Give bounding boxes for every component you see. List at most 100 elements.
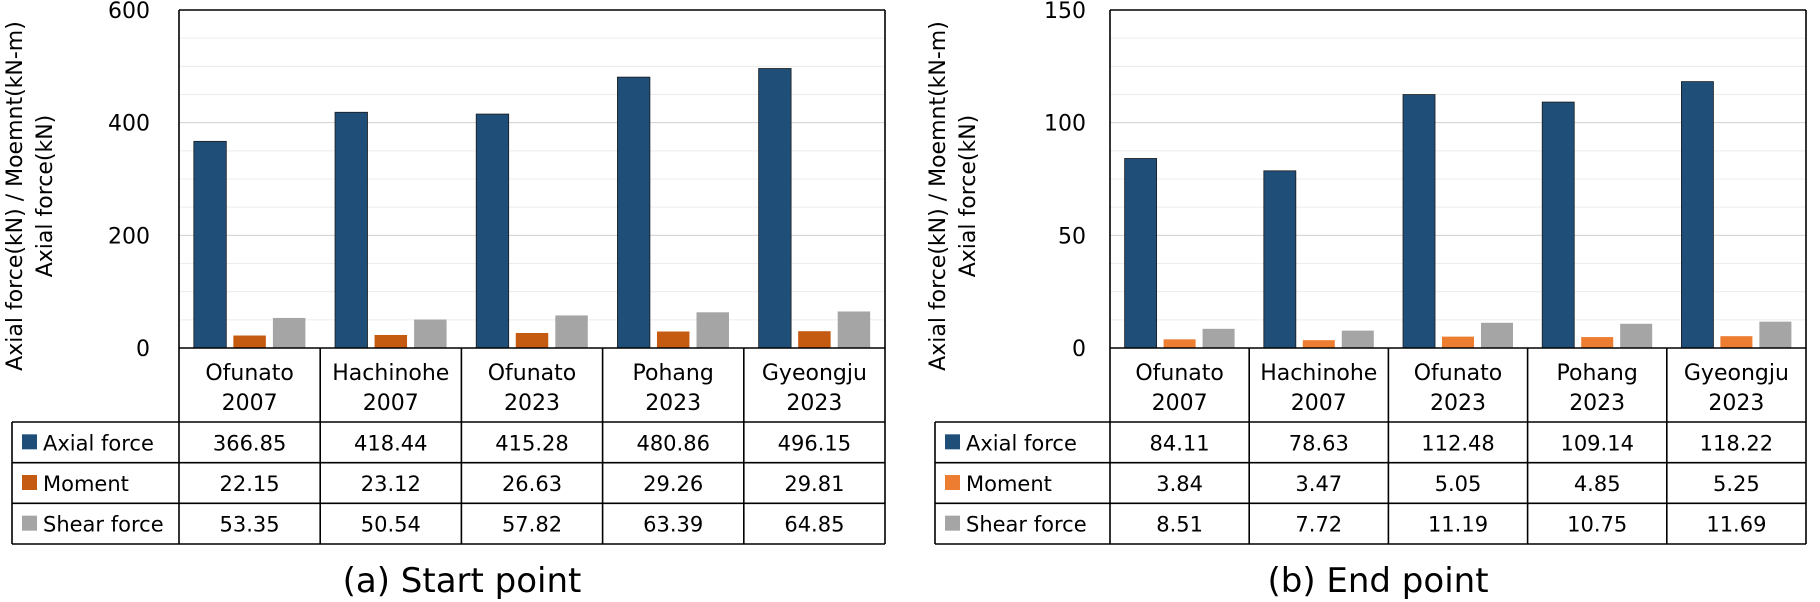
data-label: 109.14 xyxy=(1560,431,1633,455)
legend-key xyxy=(22,515,37,531)
category-label: 2023 xyxy=(1708,391,1764,416)
category-label: 2007 xyxy=(1291,391,1347,416)
bar xyxy=(1620,323,1653,348)
y-tick-label: 0 xyxy=(136,337,150,362)
data-label: 11.69 xyxy=(1706,513,1766,537)
category-label: Pohang xyxy=(1557,361,1638,386)
bar xyxy=(798,331,831,348)
data-label: 26.63 xyxy=(502,472,562,496)
y-tick-label: 100 xyxy=(1044,112,1086,137)
bar xyxy=(696,312,729,348)
bar xyxy=(1759,321,1792,348)
bar xyxy=(475,113,510,349)
bar xyxy=(1402,94,1436,349)
y-tick-label: 0 xyxy=(1072,337,1086,362)
category-label: Gyeongju xyxy=(762,361,867,386)
category-label: 2023 xyxy=(786,391,842,416)
bar xyxy=(334,111,368,349)
data-label: 8.51 xyxy=(1156,513,1203,537)
category-label: Ofunato xyxy=(1135,361,1224,386)
bar xyxy=(758,68,792,349)
bar xyxy=(837,311,871,348)
data-label: 22.15 xyxy=(220,472,280,496)
bar xyxy=(414,319,447,348)
data-label: 29.26 xyxy=(643,472,703,496)
bar xyxy=(1263,170,1297,349)
data-label: 118.22 xyxy=(1700,431,1773,455)
category-label: 2023 xyxy=(645,391,701,416)
y-axis-label: Axial force(kN) / Moemnt(kN-m) xyxy=(3,21,28,371)
data-label: 496.15 xyxy=(778,431,851,455)
bar xyxy=(1341,330,1374,348)
bar xyxy=(1202,328,1235,348)
bar xyxy=(1480,322,1513,348)
bar xyxy=(1302,340,1335,348)
bar xyxy=(555,315,588,348)
y-tick-label: 150 xyxy=(1044,0,1086,24)
bar xyxy=(1541,101,1575,349)
y-axis-label: Axial force(kN) xyxy=(33,115,58,278)
bar xyxy=(1720,336,1753,348)
legend-key xyxy=(22,434,37,450)
data-label: 112.48 xyxy=(1421,431,1494,455)
data-label: 53.35 xyxy=(220,513,280,537)
bar xyxy=(193,140,227,349)
panel-caption: (a) Start point xyxy=(343,561,582,601)
data-label: 63.39 xyxy=(643,513,703,537)
bar xyxy=(515,332,549,348)
series-label: Moment xyxy=(43,472,129,496)
data-label: 5.05 xyxy=(1435,472,1482,496)
category-label: 2023 xyxy=(1430,391,1486,416)
legend-key xyxy=(945,434,960,450)
category-label: Ofunato xyxy=(488,361,577,386)
bar xyxy=(1124,158,1158,349)
bar xyxy=(374,334,408,348)
bar xyxy=(1441,336,1475,348)
data-label: 11.19 xyxy=(1428,513,1488,537)
data-label: 10.75 xyxy=(1567,513,1627,537)
y-tick-label: 50 xyxy=(1058,224,1086,249)
data-label: 23.12 xyxy=(361,472,421,496)
category-label: 2007 xyxy=(1152,391,1208,416)
category-label: Hachinohe xyxy=(1260,361,1377,386)
bar xyxy=(1163,339,1196,348)
legend-key xyxy=(945,475,960,490)
category-label: Pohang xyxy=(633,361,714,386)
series-label: Shear force xyxy=(43,513,164,537)
series-label: Moment xyxy=(966,472,1052,496)
chart-panel-1: 0 200 400 600 Axial force(kN) / Moemnt(kN-m)… xyxy=(3,0,886,601)
data-label: 418.44 xyxy=(354,431,427,455)
bar xyxy=(1581,337,1614,348)
y-axis-label: Axial force(kN) xyxy=(956,115,981,278)
bar xyxy=(233,335,266,348)
y-tick-label: 600 xyxy=(108,0,150,24)
y-axis-label: Axial force(kN) / Moemnt(kN-m) xyxy=(926,21,951,371)
category-label: 2023 xyxy=(1569,391,1625,416)
data-label: 64.85 xyxy=(784,513,844,537)
data-label: 84.11 xyxy=(1150,431,1210,455)
data-label: 5.25 xyxy=(1713,472,1760,496)
series-label: Axial force xyxy=(966,431,1077,455)
data-label: 29.81 xyxy=(784,472,844,496)
category-label: 2007 xyxy=(363,391,419,416)
data-label: 57.82 xyxy=(502,513,562,537)
y-tick-label: 200 xyxy=(108,224,150,249)
data-label: 50.54 xyxy=(361,513,421,537)
series-label: Axial force xyxy=(43,431,154,455)
legend-key xyxy=(945,515,960,531)
data-label: 4.85 xyxy=(1574,472,1621,496)
data-label: 366.85 xyxy=(213,431,286,455)
bar xyxy=(656,331,690,348)
legend-key xyxy=(22,475,37,490)
data-label: 3.47 xyxy=(1295,472,1342,496)
category-label: Gyeongju xyxy=(1684,361,1789,386)
bar xyxy=(617,76,651,349)
data-label: 7.72 xyxy=(1295,513,1342,537)
category-label: Ofunato xyxy=(205,361,294,386)
data-label: 480.86 xyxy=(636,431,709,455)
bar xyxy=(1681,81,1714,349)
bar xyxy=(272,317,306,348)
category-label: 2023 xyxy=(504,391,560,416)
